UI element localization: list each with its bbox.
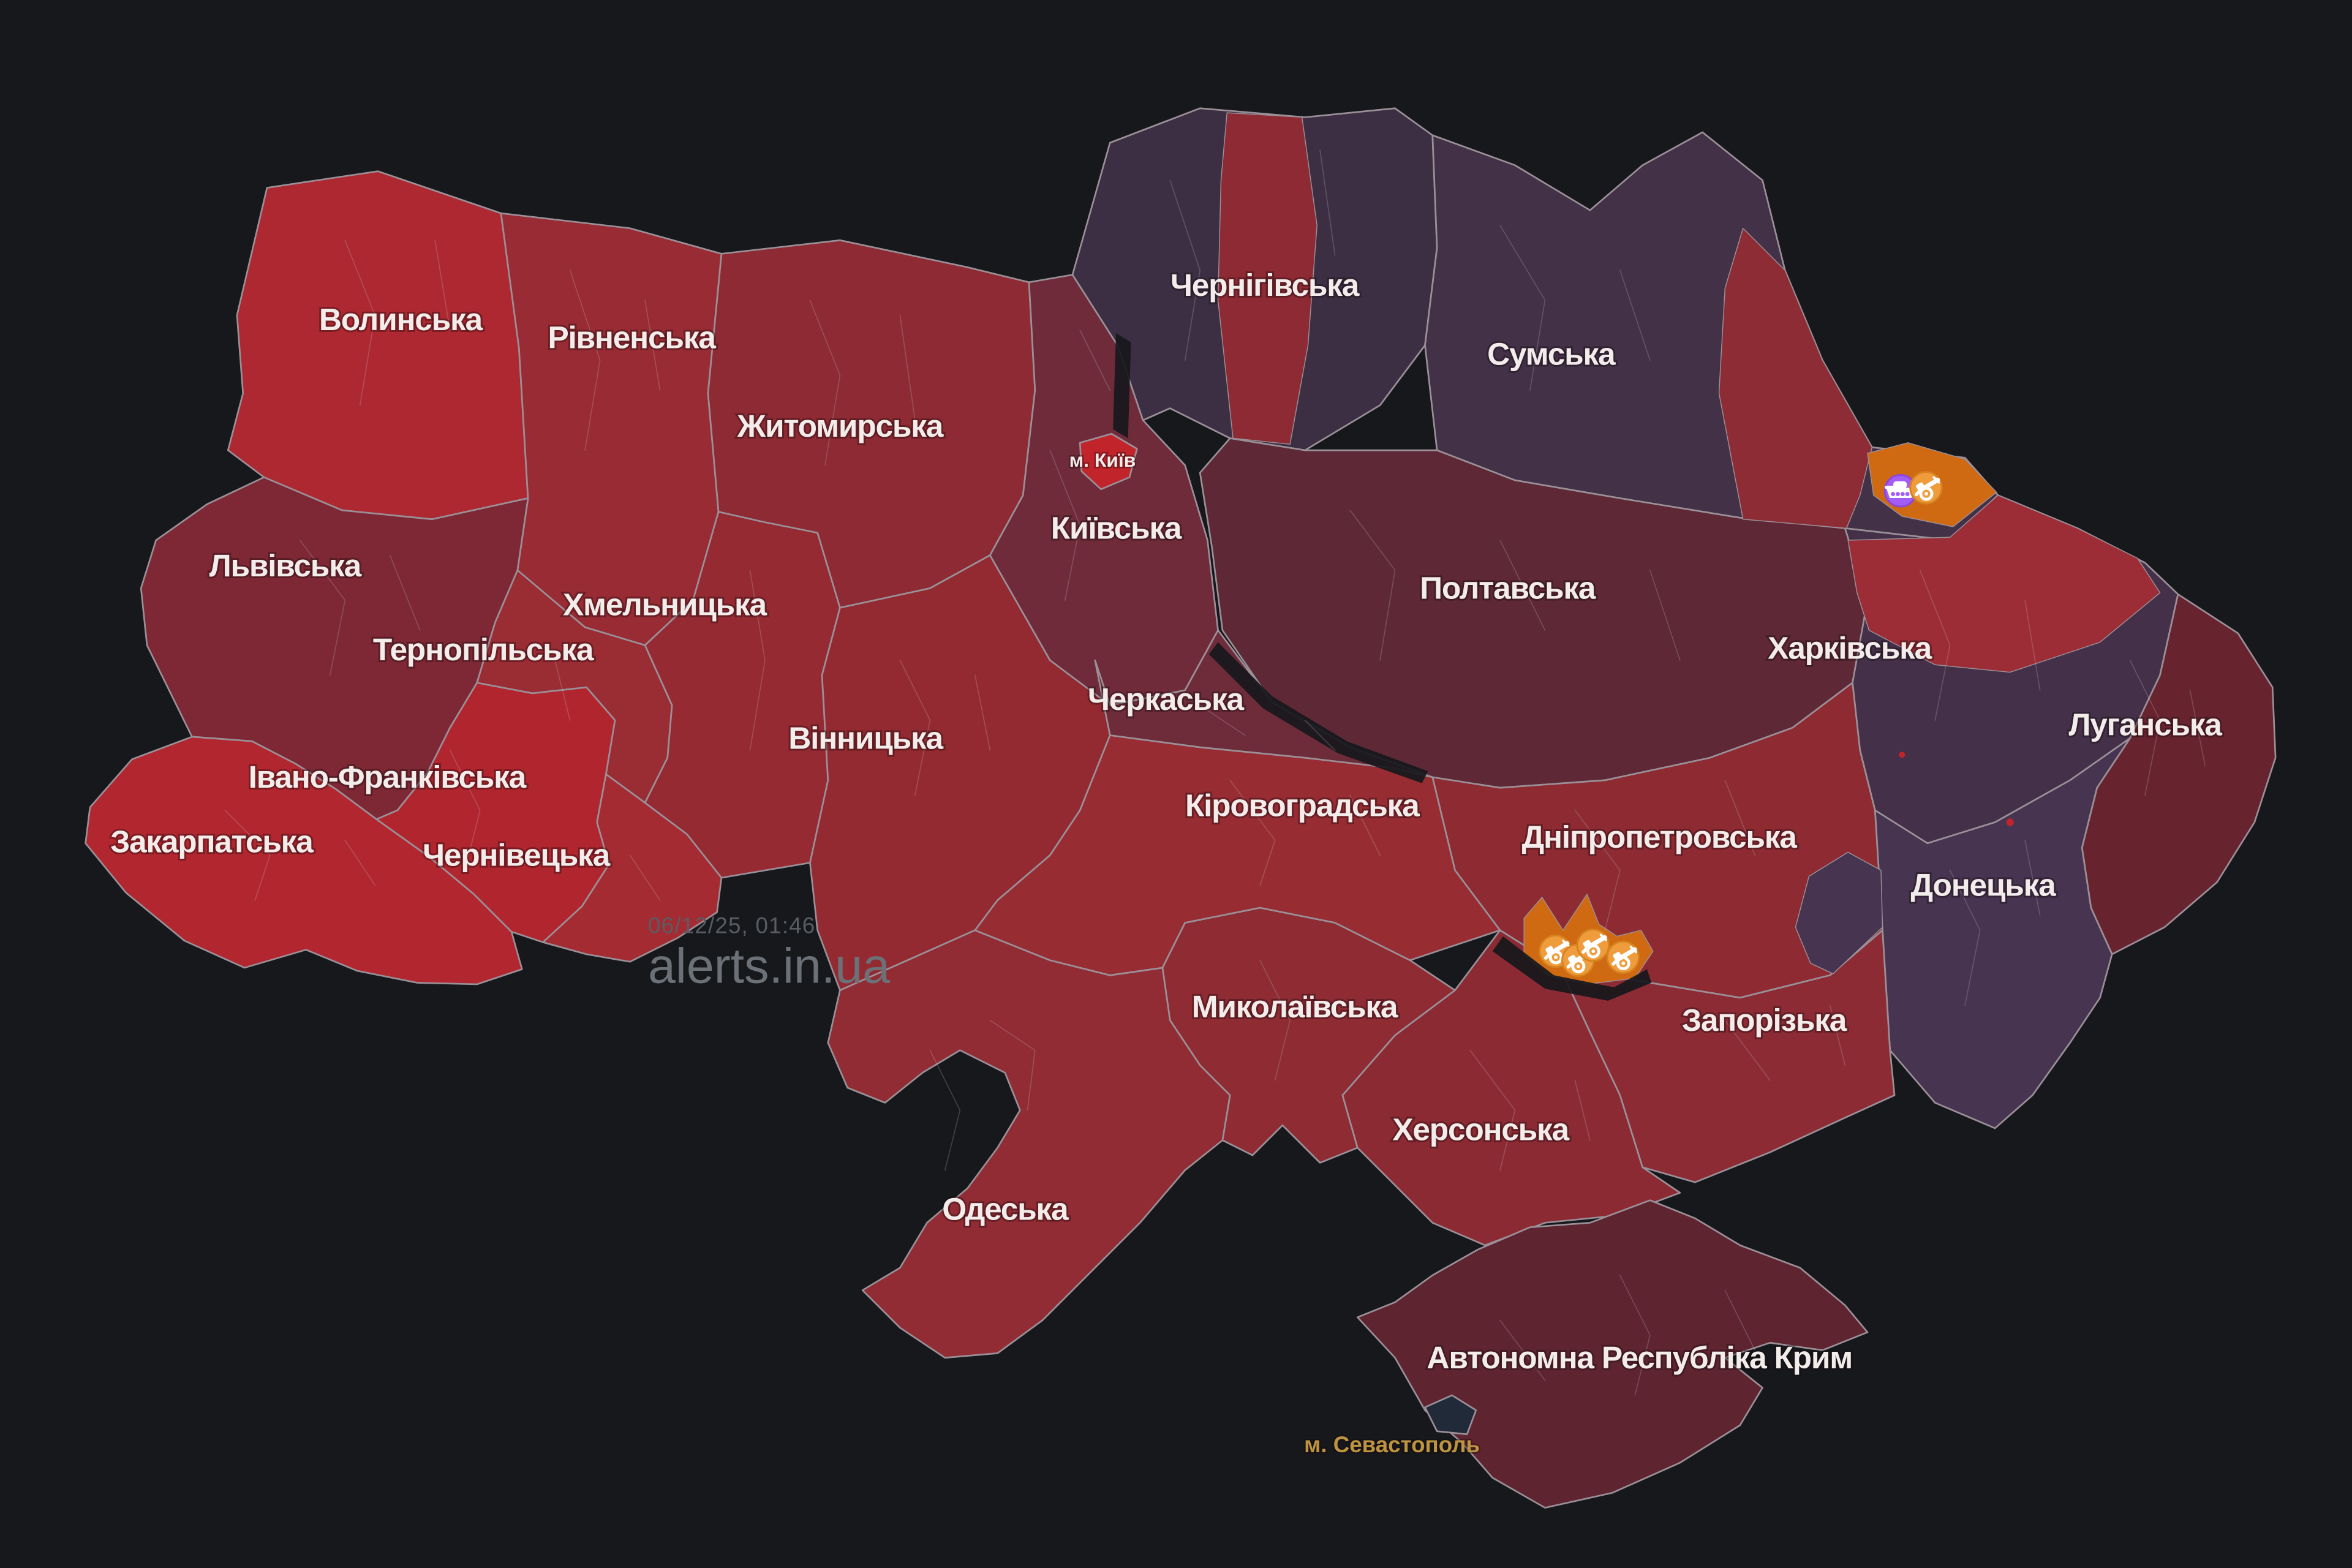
city-alert-dots bbox=[1113, 524, 2014, 826]
region-rivnenska[interactable] bbox=[500, 212, 723, 646]
region-kyiv-city[interactable] bbox=[1079, 432, 1138, 491]
region-label-sumska: Сумська bbox=[1487, 336, 1616, 372]
watermark: 06/12/25, 01:46 alerts.in.ua bbox=[648, 913, 890, 994]
sevastopol-label: м. Севастополь bbox=[1304, 1432, 1480, 1457]
threat-markers bbox=[1539, 471, 1943, 977]
region-label-ivano-frankivska: Івано-Франківська bbox=[249, 759, 527, 794]
region-labels: Волинська Рівненська Львівська Тернопільськ… bbox=[108, 265, 2225, 1459]
alert-zone-chernihiv-east bbox=[1217, 112, 1317, 445]
region-label-dnipropetrovska: Дніпропетровська bbox=[1522, 819, 1798, 854]
city-alert-dot bbox=[1899, 752, 1905, 758]
alert-zone-kharkiv-north bbox=[1847, 494, 2161, 673]
region-label-zhytomyrska: Житомирська bbox=[737, 408, 944, 443]
region-label-kyivska: Київська bbox=[1051, 510, 1182, 546]
dnipro-river bbox=[1113, 333, 1652, 1001]
region-volynska[interactable] bbox=[227, 170, 529, 521]
watermark-datetime: 06/12/25, 01:46 bbox=[648, 913, 816, 938]
region-label-kirovohradska: Кіровоградська bbox=[1185, 788, 1420, 823]
city-alert-dot bbox=[2006, 818, 2014, 826]
subzones-layer bbox=[1217, 112, 2161, 985]
city-alert-dot bbox=[1113, 524, 1122, 533]
region-label-krym: Автономна Республіка Крим bbox=[1427, 1340, 1852, 1375]
alert-zone-sumy-east bbox=[1718, 227, 1873, 529]
artillery-threat-marker[interactable] bbox=[1576, 929, 1610, 962]
region-krym[interactable] bbox=[1356, 1199, 1869, 1509]
region-label-rivnenska: Рівненська bbox=[548, 320, 716, 355]
region-sevastopol[interactable] bbox=[1424, 1394, 1477, 1435]
region-donetska[interactable] bbox=[1874, 737, 2131, 1129]
region-label-kharkivska: Харківська bbox=[1768, 630, 1932, 666]
calm-zone-dnipro-east bbox=[1795, 851, 1883, 974]
region-label-zakarpatska: Закарпатська bbox=[110, 823, 314, 859]
region-label-chernivetska: Чернівецька bbox=[423, 837, 611, 872]
region-label-ternopilska: Тернопільська bbox=[373, 631, 594, 667]
region-label-donetska: Донецька bbox=[1911, 867, 2057, 902]
region-label-volynska: Волинська bbox=[319, 301, 483, 337]
region-label-mykolaivska: Миколаївська bbox=[1192, 989, 1398, 1024]
region-label-odeska: Одеська bbox=[942, 1191, 1069, 1226]
region-label-poltavska: Полтавська bbox=[1420, 570, 1596, 606]
region-label-cherkaska: Черкаська bbox=[1088, 681, 1245, 717]
kyiv-city-label: м. Київ bbox=[1069, 449, 1136, 471]
region-zakarpatska[interactable] bbox=[85, 736, 523, 986]
region-label-khmelnytska: Хмельницька bbox=[563, 586, 767, 622]
region-label-luhanska: Луганська bbox=[2068, 706, 2222, 742]
artillery-threat-marker[interactable] bbox=[1606, 940, 1640, 974]
region-label-vinnytska: Вінницька bbox=[788, 720, 943, 755]
region-label-lvivska: Львівська bbox=[209, 548, 362, 583]
district-borders bbox=[224, 149, 2206, 1396]
region-label-chernihivska: Чернігівська bbox=[1170, 267, 1360, 303]
artillery-threat-marker[interactable] bbox=[1909, 471, 1943, 505]
watermark-brand: alerts.in.ua bbox=[648, 938, 890, 993]
region-label-khersonska: Херсонська bbox=[1392, 1112, 1569, 1147]
region-odeska[interactable] bbox=[827, 929, 1231, 1359]
region-label-zaporizka: Запорізька bbox=[1682, 1002, 1847, 1038]
